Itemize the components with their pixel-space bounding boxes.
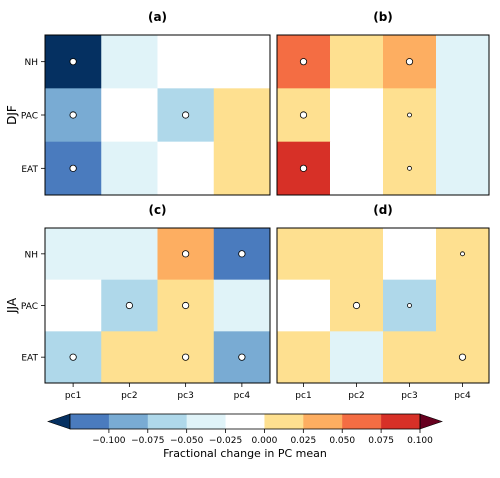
x-tick-label: pc1 <box>65 391 81 401</box>
colorbar-tick-label: 0.000 <box>252 436 278 446</box>
significance-marker <box>69 164 77 172</box>
heatmap-cell <box>277 279 331 332</box>
heatmap-cell <box>436 88 490 142</box>
heatmap-cell <box>101 141 158 196</box>
colorbar-swatch <box>108 414 149 429</box>
heatmap-cell <box>157 35 215 89</box>
colorbar-tick-label: −0.075 <box>131 436 164 446</box>
significance-marker <box>238 353 246 361</box>
y-tick-label: PAC <box>21 302 38 312</box>
heatmap-cell <box>277 331 331 384</box>
season-label: JJA <box>5 297 19 314</box>
heatmap-cell <box>383 228 437 280</box>
x-tick-label: pc3 <box>177 391 193 401</box>
y-tick-label: PAC <box>21 112 38 122</box>
heatmap-cell <box>213 88 271 142</box>
heatmap-cell <box>213 141 271 196</box>
colorbar-swatch <box>342 414 382 429</box>
panel-frame <box>276 34 490 196</box>
season-label: DJF <box>5 105 19 125</box>
heatmap-panel: (d) pc1 pc2 pc3 pc4 <box>276 203 490 401</box>
significance-marker <box>69 353 77 361</box>
heatmap-cell <box>330 35 384 89</box>
heatmap-cell <box>277 228 331 280</box>
heatmap-cell <box>101 331 158 384</box>
heatmap-cell <box>383 331 437 384</box>
y-tick-label: NH <box>25 250 39 260</box>
heatmap-cell <box>436 279 490 332</box>
heatmap-cell <box>101 35 158 89</box>
heatmap-panel: (c) NH PAC EAT JJA pc1 pc2 pc3 pc4 <box>5 203 271 401</box>
heatmap-cell <box>45 279 102 332</box>
significance-marker <box>407 165 412 171</box>
heatmap-panel: (a) NH PAC EAT DJF <box>5 10 271 196</box>
y-tick-label: EAT <box>21 354 38 364</box>
significance-marker <box>407 303 412 308</box>
significance-marker <box>125 301 133 310</box>
colorbar-tick-label: 0.100 <box>407 436 433 446</box>
heatmap-cell <box>436 141 490 196</box>
colorbar-swatch <box>303 414 343 429</box>
heatmap-cell <box>157 141 215 196</box>
colorbar-frame <box>69 413 421 430</box>
heatmap-cell <box>213 35 271 89</box>
heatmap-cell <box>436 35 490 89</box>
significance-marker <box>352 301 361 310</box>
heatmap-cell <box>330 228 384 280</box>
significance-marker <box>182 111 190 119</box>
heatmap-cell <box>101 88 158 142</box>
heatmap-cell <box>330 331 384 384</box>
panel-frame <box>276 227 490 384</box>
colorbar-tick-label: 0.075 <box>368 436 394 446</box>
colorbar: −0.100 −0.075 −0.050 −0.025 0.000 0.025 0.050 0… <box>47 413 443 460</box>
colorbar-swatch <box>264 414 304 429</box>
heatmap-cell <box>213 279 271 332</box>
panel-title: (b) <box>373 10 393 24</box>
heatmap-cell <box>45 228 102 280</box>
colorbar-swatch <box>225 414 265 429</box>
panel-title: (d) <box>373 203 393 217</box>
significance-marker <box>458 353 467 361</box>
heatmap-panel: (b) <box>276 10 490 196</box>
colorbar-tick-label: −0.025 <box>209 436 242 446</box>
colorbar-label: Fractional change in PC mean <box>163 447 327 460</box>
significance-marker <box>182 353 190 361</box>
x-tick-label: pc2 <box>121 391 137 401</box>
significance-marker <box>238 250 246 258</box>
significance-marker <box>460 251 465 257</box>
panel-title: (c) <box>148 203 166 217</box>
significance-marker <box>69 111 77 119</box>
y-tick-label: NH <box>25 58 39 68</box>
significance-marker <box>182 250 190 258</box>
significance-marker <box>182 301 190 310</box>
significance-marker <box>299 111 308 119</box>
heatmap-cell <box>330 141 384 196</box>
significance-marker <box>299 58 308 66</box>
colorbar-extend-high <box>419 413 443 430</box>
x-tick-label: pc3 <box>401 391 417 401</box>
x-tick-label: pc4 <box>454 391 471 401</box>
x-tick-label: pc2 <box>348 391 364 401</box>
colorbar-swatch <box>381 414 421 429</box>
significance-marker <box>299 164 308 172</box>
x-tick-label: pc1 <box>295 391 311 401</box>
x-tick-label: pc4 <box>234 391 251 401</box>
colorbar-swatch <box>186 414 226 429</box>
colorbar-tick-label: 0.050 <box>329 436 355 446</box>
heatmap-cell <box>330 88 384 142</box>
colorbar-swatch <box>147 414 187 429</box>
colorbar-swatch <box>70 414 110 429</box>
colorbar-tick-label: −0.100 <box>92 436 126 446</box>
colorbar-tick-label: −0.050 <box>170 436 204 446</box>
colorbar-tick-label: 0.025 <box>290 436 316 446</box>
y-tick-label: EAT <box>21 165 38 175</box>
panel-title: (a) <box>148 10 167 24</box>
significance-marker <box>407 112 412 118</box>
heatmap-cell <box>101 228 158 280</box>
colorbar-extend-low <box>47 413 71 430</box>
significance-marker <box>69 58 77 66</box>
significance-marker <box>405 58 414 66</box>
